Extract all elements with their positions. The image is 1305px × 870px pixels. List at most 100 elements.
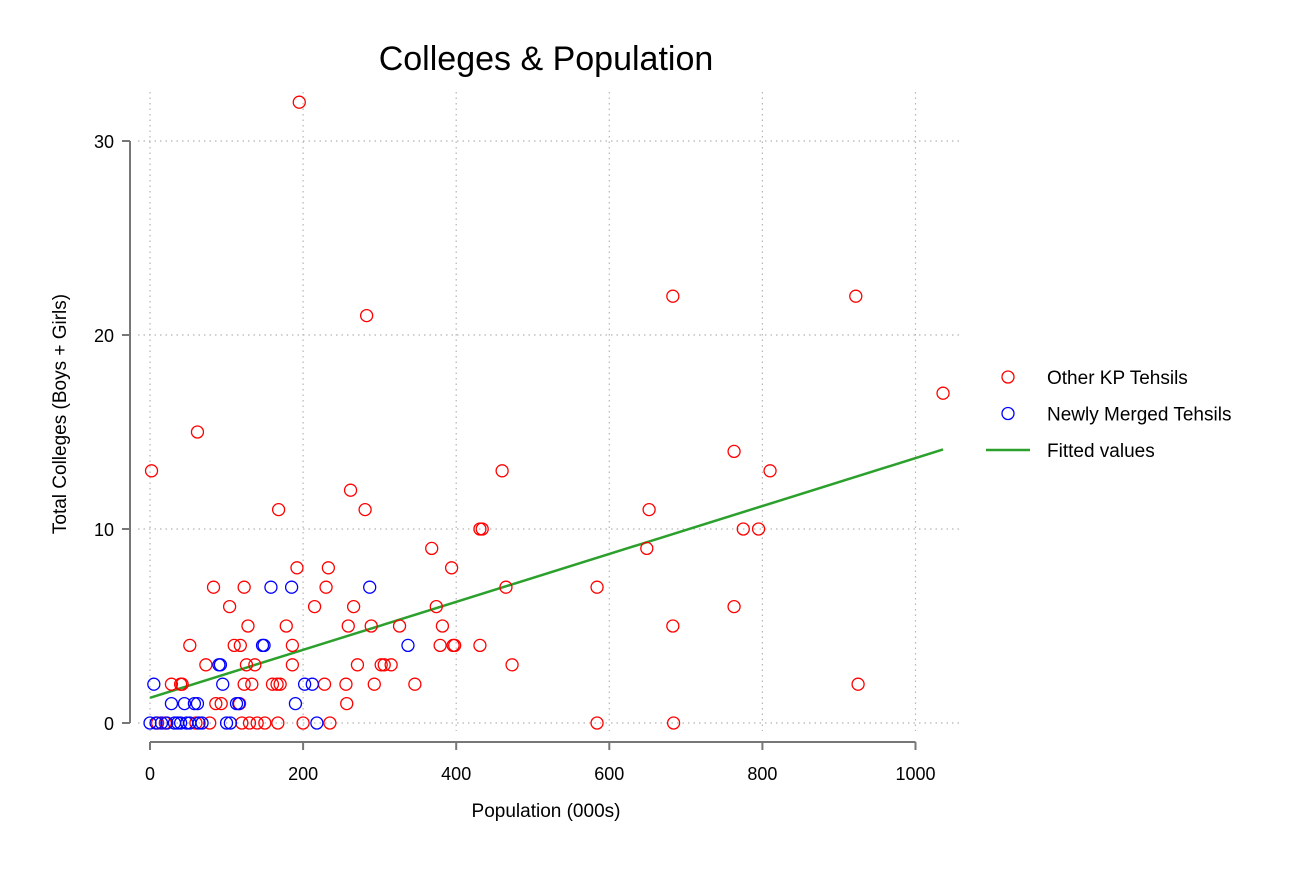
legend-label: Newly Merged Tehsils [1047,405,1231,426]
point-other-kp [346,599,361,614]
point-other-kp [292,95,306,109]
point-newly-merged [288,696,303,711]
x-tick-label: 400 [441,764,471,784]
point-other-kp [666,289,680,303]
point-newly-merged [223,716,238,730]
legend-label: Other KP Tehsils [1047,368,1188,389]
point-newly-merged [264,580,278,594]
point-other-kp [851,677,865,691]
point-other-kp [190,425,205,439]
x-tick-label: 600 [594,764,624,784]
x-tick-label: 1000 [895,764,935,784]
point-other-kp [227,638,241,653]
point-other-kp [271,716,285,730]
point-other-kp [339,677,353,691]
point-other-kp [258,716,272,730]
point-other-kp [640,541,654,556]
point-other-kp [270,677,284,691]
point-newly-merged [192,716,206,730]
point-other-kp [367,677,381,691]
point-other-kp [936,386,950,400]
point-newly-merged [187,696,202,711]
legend: Other KP Tehsils Newly Merged Tehsils Fitt… [986,368,1231,462]
chart-title: Colleges & Population [379,40,714,78]
point-other-kp [666,716,681,730]
point-other-kp [273,677,287,691]
point-other-kp [377,658,391,672]
fitted-line [149,448,944,699]
point-newly-merged [213,658,228,672]
point-other-kp [285,658,300,672]
point-other-kp [248,658,262,672]
point-other-kp [358,502,372,517]
point-other-kp [590,716,604,730]
point-other-kp [242,716,257,730]
point-other-kp [849,289,863,303]
point-other-kp [317,677,332,691]
point-other-kp [350,658,365,672]
x-tick-label: 200 [288,764,318,784]
point-newly-merged [149,716,163,730]
point-newly-merged [305,677,319,691]
point-newly-merged [284,580,299,594]
point-other-kp [343,483,358,497]
point-newly-merged [164,696,179,711]
point-other-kp [237,580,251,594]
point-other-kp [495,464,509,478]
point-other-kp [203,716,217,730]
point-other-kp [448,638,462,653]
point-other-kp [279,619,293,633]
point-newly-merged [363,580,377,594]
point-newly-merged [160,716,174,730]
point-other-kp [429,599,443,614]
x-axis-label: Population (000s) [472,801,621,822]
point-other-kp [321,561,336,575]
point-other-kp [245,677,259,691]
point-other-kp [144,464,159,478]
point-other-kp [222,599,237,614]
point-other-kp [736,522,750,536]
point-other-kp [505,658,519,672]
point-other-kp [364,619,378,633]
point-other-kp [241,619,255,633]
point-other-kp [340,696,354,711]
point-other-kp [239,658,254,672]
point-newly-merged [401,638,415,653]
point-other-kp [727,599,741,614]
point-other-kp [359,308,374,323]
point-other-kp [763,464,777,478]
point-other-kp [392,619,407,633]
point-newly-merged [219,716,234,730]
point-other-kp [642,502,656,517]
point-other-kp [285,638,300,653]
point-other-kp [425,541,439,556]
point-other-kp [206,580,221,594]
point-newly-merged [154,716,169,730]
point-other-kp [499,580,513,594]
point-other-kp [209,696,223,711]
point-newly-merged [195,716,209,730]
legend-marker-swatch [1001,406,1015,421]
legend-marker-swatch [1001,370,1015,384]
point-other-kp [271,502,286,517]
point-other-kp [433,638,447,653]
point-other-kp [189,716,203,730]
point-other-kp [164,677,179,691]
y-tick-label: 20 [94,326,114,346]
fitted-line-layer [149,448,944,699]
y-tick-label: 0 [104,714,114,734]
points-layer [143,95,950,730]
point-other-kp [250,716,264,730]
point-newly-merged [232,696,246,711]
point-other-kp [341,619,355,633]
point-other-kp [590,580,604,594]
point-other-kp [175,677,189,691]
point-other-kp [374,658,388,672]
point-newly-merged [216,677,230,691]
point-other-kp [751,522,766,536]
point-newly-merged [190,696,205,711]
point-other-kp [237,677,251,691]
point-newly-merged [177,696,192,711]
point-newly-merged [297,677,312,691]
point-other-kp [666,619,680,633]
